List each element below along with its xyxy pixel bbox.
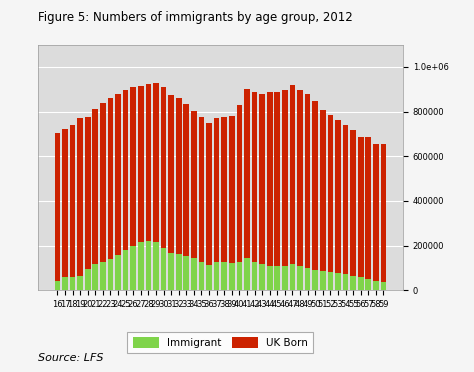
Bar (176, 254, 182, 290)
Bar (373, 144, 379, 281)
Text: Figure 5: Numbers of immigrants by age group, 2012: Figure 5: Numbers of immigrants by age g… (38, 11, 353, 24)
Bar (343, 274, 348, 290)
Bar (191, 111, 197, 259)
Bar (199, 116, 204, 262)
Bar (92, 264, 98, 290)
Bar (365, 137, 371, 279)
Bar (214, 118, 219, 262)
Bar (237, 262, 242, 290)
Bar (229, 263, 235, 290)
Bar (115, 94, 121, 255)
Bar (267, 92, 273, 266)
Bar (77, 118, 83, 276)
Bar (70, 125, 75, 277)
Bar (335, 273, 341, 290)
Bar (130, 87, 136, 246)
Bar (206, 265, 212, 290)
Bar (252, 92, 257, 262)
Bar (206, 124, 212, 265)
Bar (274, 92, 280, 266)
Bar (221, 116, 227, 262)
Bar (130, 246, 136, 290)
Bar (328, 115, 333, 272)
Bar (267, 266, 273, 290)
Bar (146, 241, 151, 290)
Bar (259, 94, 265, 264)
Bar (320, 270, 326, 290)
Bar (161, 87, 166, 248)
Bar (252, 262, 257, 290)
Bar (282, 90, 288, 266)
Bar (381, 282, 386, 290)
Bar (229, 116, 235, 263)
Text: Source: LFS: Source: LFS (38, 353, 103, 363)
Bar (350, 130, 356, 276)
Bar (305, 94, 310, 268)
Bar (312, 270, 318, 290)
Bar (153, 241, 159, 290)
Bar (328, 272, 333, 290)
Bar (138, 86, 144, 242)
Bar (358, 277, 364, 290)
Bar (274, 266, 280, 290)
Bar (191, 259, 197, 290)
Bar (85, 269, 91, 290)
Bar (214, 262, 219, 290)
Bar (138, 242, 144, 290)
Bar (77, 276, 83, 290)
Bar (343, 125, 348, 274)
Bar (320, 110, 326, 270)
Bar (168, 253, 174, 290)
Bar (350, 276, 356, 290)
Bar (183, 256, 189, 290)
Bar (123, 250, 128, 290)
Bar (358, 137, 364, 277)
Bar (176, 98, 182, 254)
Bar (168, 95, 174, 253)
Bar (244, 89, 250, 259)
Bar (70, 277, 75, 290)
Bar (237, 105, 242, 262)
Bar (153, 83, 159, 241)
Bar (100, 262, 106, 290)
Bar (290, 85, 295, 264)
Bar (221, 262, 227, 290)
Bar (108, 259, 113, 290)
Bar (305, 268, 310, 290)
Bar (183, 105, 189, 256)
Bar (62, 277, 68, 290)
Bar (282, 266, 288, 290)
Bar (297, 90, 303, 266)
Bar (373, 281, 379, 290)
Bar (290, 264, 295, 290)
Bar (55, 133, 60, 281)
Bar (92, 109, 98, 264)
Bar (259, 264, 265, 290)
Bar (244, 259, 250, 290)
Bar (123, 90, 128, 250)
Bar (365, 279, 371, 290)
Bar (85, 117, 91, 269)
Bar (381, 144, 386, 282)
Bar (335, 120, 341, 273)
Bar (62, 129, 68, 277)
Bar (100, 103, 106, 262)
Bar (161, 248, 166, 290)
Bar (312, 101, 318, 270)
Bar (199, 262, 204, 290)
Legend: Immigrant, UK Born: Immigrant, UK Born (128, 332, 313, 353)
Bar (55, 281, 60, 290)
Bar (146, 84, 151, 241)
Bar (108, 98, 113, 259)
Bar (115, 255, 121, 290)
Bar (297, 266, 303, 290)
